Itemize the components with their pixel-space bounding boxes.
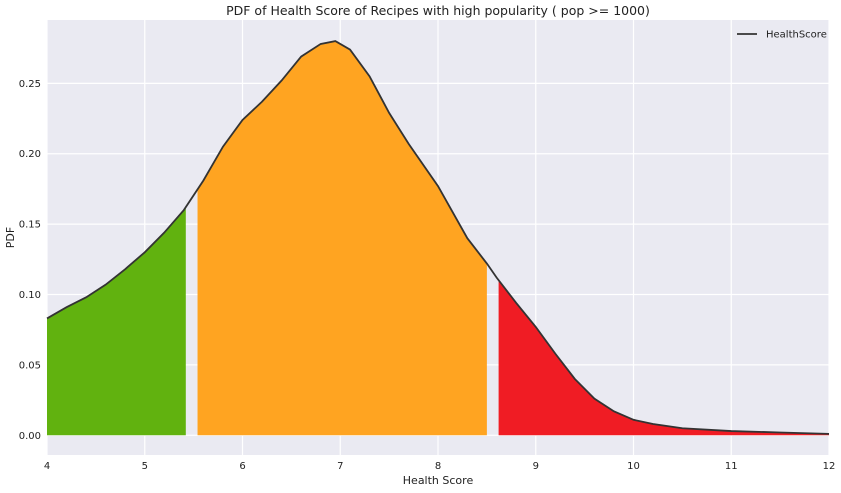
x-tick-labels: 4 5 6 7 8 9 10 11 12 xyxy=(44,461,836,472)
x-tick-label: 4 xyxy=(44,461,50,472)
series-healthscore xyxy=(46,40,830,435)
region-2 xyxy=(197,41,487,436)
x-tick-label: 6 xyxy=(239,461,245,472)
y-tick-label: 0.20 xyxy=(19,149,41,160)
y-tick-label: 0.00 xyxy=(19,431,41,442)
y-tick-label: 0.25 xyxy=(19,79,41,90)
chart-title: PDF of Health Score of Recipes with high… xyxy=(226,3,650,18)
shaded-regions xyxy=(47,41,829,436)
y-tick-label: 0.10 xyxy=(19,290,41,301)
region-1 xyxy=(47,207,186,436)
x-tick-label: 12 xyxy=(823,461,836,472)
x-axis-label: Health Score xyxy=(403,474,474,487)
x-tick-label: 11 xyxy=(725,461,738,472)
region-3 xyxy=(498,280,829,436)
y-tick-label: 0.05 xyxy=(19,360,41,371)
y-tick-label: 0.15 xyxy=(19,220,41,231)
x-tick-label: 8 xyxy=(435,461,441,472)
legend: HealthScore xyxy=(737,30,827,41)
x-tick-label: 10 xyxy=(627,461,640,472)
x-tick-label: 7 xyxy=(337,461,343,472)
x-tick-label: 5 xyxy=(142,461,148,472)
x-tick-label: 9 xyxy=(533,461,539,472)
y-axis-label: PDF xyxy=(4,227,17,248)
y-tick-labels: 0.00 0.05 0.10 0.15 0.20 0.25 xyxy=(19,79,41,442)
series-line xyxy=(46,40,830,435)
legend-label: HealthScore xyxy=(766,30,827,41)
